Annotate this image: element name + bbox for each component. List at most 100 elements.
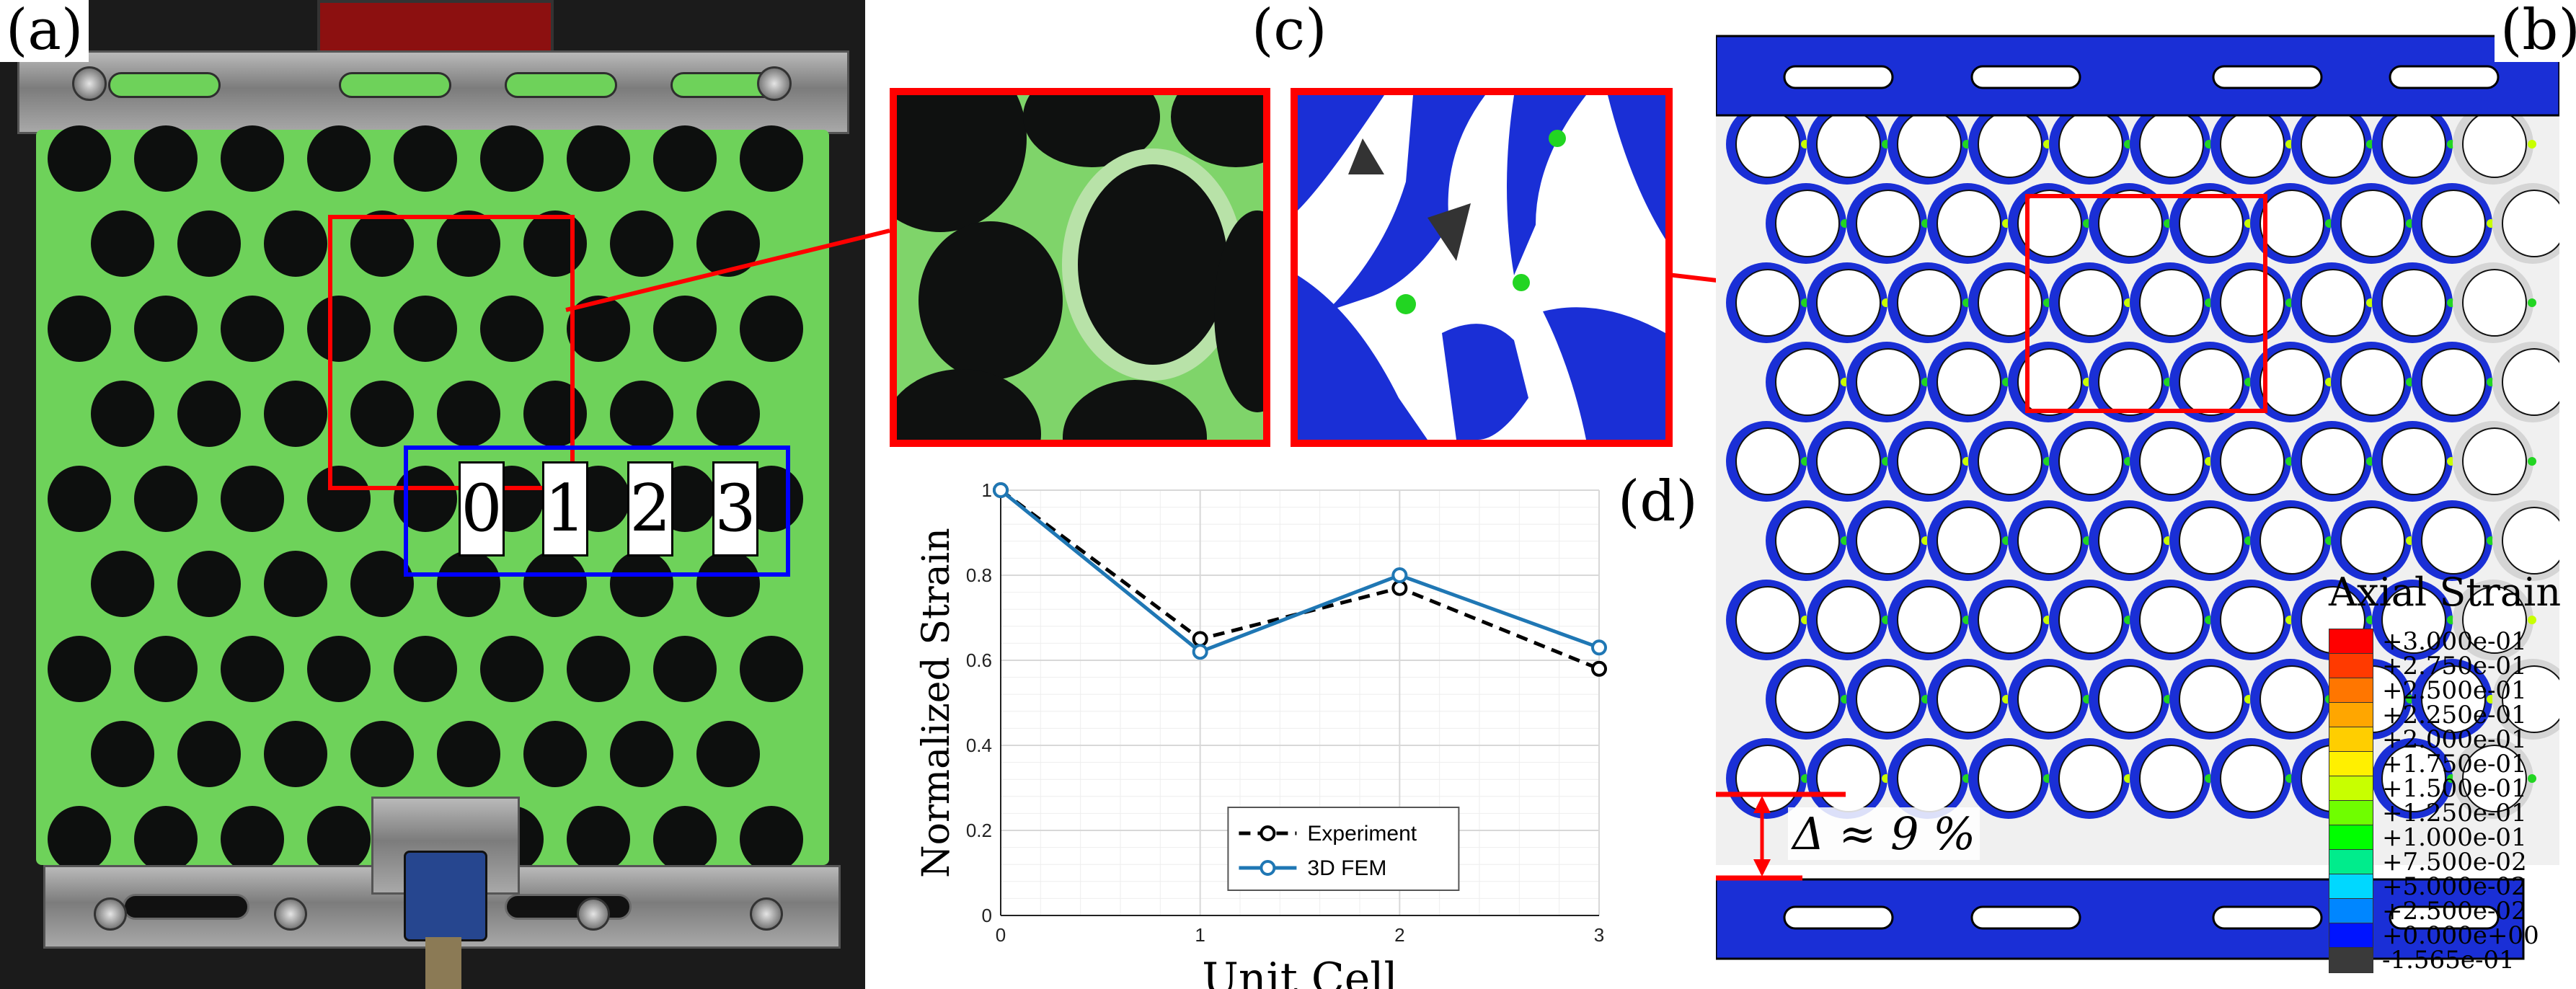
fem-hole xyxy=(2381,269,2446,337)
fem-hole xyxy=(2301,110,2365,178)
series-line-0 xyxy=(999,488,1600,671)
lattice-hole xyxy=(48,125,111,192)
legend-label: -1.565e-01 xyxy=(2382,946,2515,975)
lattice-hole xyxy=(480,125,544,192)
legend-label: +1.250e-01 xyxy=(2382,799,2527,828)
fem-hole xyxy=(2139,269,2204,337)
lattice-hole xyxy=(437,551,500,617)
fem-hole xyxy=(2462,745,2527,812)
lattice-hole xyxy=(394,296,457,362)
fem-hole xyxy=(2179,665,2244,733)
lattice-hole xyxy=(177,381,241,447)
lattice-hole xyxy=(610,210,673,277)
fem-hole xyxy=(1816,110,1881,178)
lattice-hole xyxy=(696,721,760,787)
legend-swatch xyxy=(2329,702,2373,728)
legend-swatch xyxy=(2329,898,2373,924)
lattice-hole xyxy=(437,721,500,787)
legend-label: +2.750e-01 xyxy=(2382,652,2527,680)
fem-hole xyxy=(2259,665,2324,733)
legend-swatch xyxy=(2329,849,2373,875)
unit-cell-label-1: 1 xyxy=(542,461,588,556)
lattice-hole xyxy=(523,381,587,447)
y-tick-label: 0.2 xyxy=(966,820,992,841)
lattice-hole xyxy=(740,806,803,872)
fem-hole xyxy=(2301,427,2365,495)
legend-swatch xyxy=(2329,825,2373,851)
legend-swatch xyxy=(2329,776,2373,802)
lattice-hole xyxy=(221,466,284,532)
bolt xyxy=(72,66,107,101)
legend-entry: +2.500e-02 xyxy=(2329,897,2574,926)
legend-label: +7.500e-02 xyxy=(2382,848,2527,877)
photo-zoom-panel xyxy=(890,88,1270,447)
y-axis-label: Normalized Strain xyxy=(915,528,958,878)
lattice-hole xyxy=(610,381,673,447)
fem-hole xyxy=(2058,745,2123,812)
photo-zoom-lattice xyxy=(897,95,1263,440)
lattice-hole xyxy=(653,806,717,872)
fem-hole xyxy=(2220,110,2285,178)
fem-hole xyxy=(1775,665,1840,733)
lattice-hole xyxy=(221,806,284,872)
legend-swatch xyxy=(2329,629,2373,655)
strain-legend: Axial Strain +3.000e-01 +2.750e-01 +2.500e… xyxy=(2329,569,2574,975)
legend-entry: +2.500e-01 xyxy=(2329,676,2574,705)
legend-label: +1.000e-01 xyxy=(2382,823,2527,852)
fem-hole xyxy=(1856,665,1921,733)
legend-swatch xyxy=(2329,947,2373,973)
fem-zoom-lattice xyxy=(1298,95,1665,440)
lattice-hole xyxy=(437,381,500,447)
fem-hole xyxy=(2301,269,2365,337)
fem-hole xyxy=(2098,190,2163,257)
lattice-hole xyxy=(480,636,544,702)
legend-swatch xyxy=(2329,678,2373,704)
fem-hole xyxy=(2340,507,2405,575)
fem-hole xyxy=(1735,586,1800,654)
data-point-0 xyxy=(1192,631,1208,647)
data-point-1 xyxy=(1391,567,1408,583)
fem-hole xyxy=(1978,427,2042,495)
fem-hole xyxy=(1937,507,2001,575)
strain-chart: 0 1 2 3 0 0.2 0.4 0.6 0.8 1 Unit Cell Normalized St… xyxy=(915,479,1607,989)
fem-hole xyxy=(1897,110,1962,178)
fem-hole xyxy=(2381,427,2446,495)
legend-entry: +2.250e-01 xyxy=(2329,701,2574,729)
chart-legend-box xyxy=(1227,807,1460,891)
fem-hole xyxy=(2259,507,2324,575)
legend-swatch xyxy=(2329,653,2373,679)
lattice-hole xyxy=(91,381,154,447)
lattice-hole xyxy=(91,551,154,617)
fem-hole xyxy=(2139,586,2204,654)
fem-hole xyxy=(2017,665,2082,733)
lattice-hole xyxy=(134,125,198,192)
fem-hole xyxy=(1978,745,2042,812)
fem-hole xyxy=(2381,586,2446,654)
plate-slot xyxy=(505,894,632,920)
lattice-specimen xyxy=(36,125,829,872)
x-tick-label: 2 xyxy=(1394,924,1404,946)
data-point-1 xyxy=(993,482,1009,498)
panel-label-b: (b) xyxy=(2495,0,2576,62)
fem-hole xyxy=(1816,745,1881,812)
lattice-hole xyxy=(307,636,371,702)
lattice-hole xyxy=(350,551,414,617)
fem-hole xyxy=(1856,348,1921,416)
legend-label: +5.000e-02 xyxy=(2382,872,2527,901)
fem-hole xyxy=(1816,427,1881,495)
plate-slot xyxy=(123,894,249,920)
lattice-hole xyxy=(394,636,457,702)
fem-hole xyxy=(2421,507,2486,575)
bolt xyxy=(94,897,127,931)
fem-hole xyxy=(1856,507,1921,575)
fem-hole xyxy=(2058,586,2123,654)
fem-hole xyxy=(2340,348,2405,416)
fem-strain-hotspot xyxy=(2528,616,2536,624)
unit-cell-label-3: 3 xyxy=(712,461,758,556)
fem-hole xyxy=(2179,190,2244,257)
fem-strain-hotspot xyxy=(2528,140,2536,148)
fem-hole xyxy=(1978,586,2042,654)
bolt xyxy=(274,897,307,931)
lattice-hole xyxy=(177,210,241,277)
fem-model xyxy=(1701,29,2576,966)
